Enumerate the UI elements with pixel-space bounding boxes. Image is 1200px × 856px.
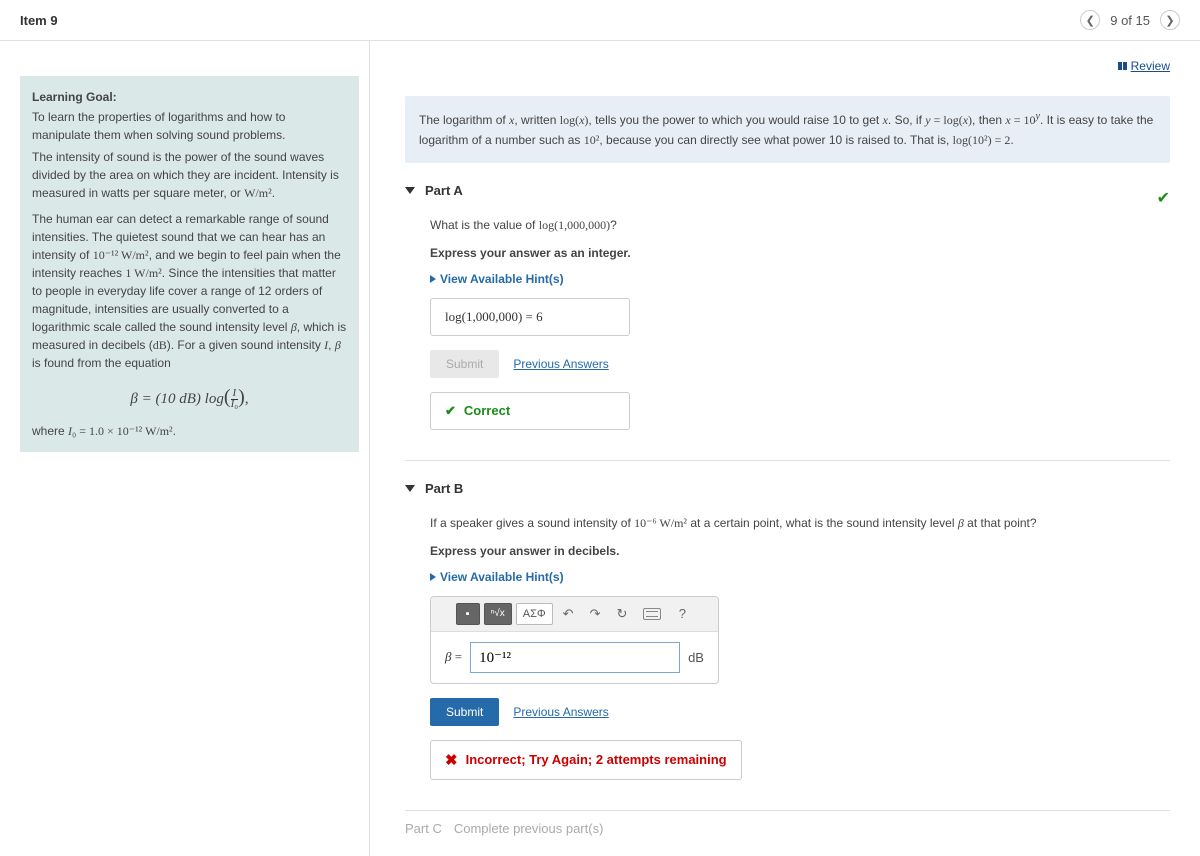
part-a-title: Part A bbox=[425, 183, 463, 198]
part-b-title: Part B bbox=[425, 481, 463, 496]
review-link[interactable]: Review bbox=[1118, 59, 1170, 73]
part-b-hints[interactable]: View Available Hint(s) bbox=[430, 570, 1170, 584]
keyboard-icon bbox=[643, 608, 661, 620]
collapse-icon bbox=[405, 187, 415, 194]
review-icon bbox=[1118, 62, 1127, 70]
undo-tool[interactable]: ↶ bbox=[557, 604, 580, 624]
part-b-question: If a speaker gives a sound intensity of … bbox=[430, 514, 1170, 532]
equation: β = (10 dB) log(II₀), bbox=[32, 382, 347, 412]
redo-tool[interactable]: ↷ bbox=[584, 604, 607, 624]
part-c-title: Part C bbox=[405, 821, 442, 836]
next-item-button[interactable]: ❯ bbox=[1160, 10, 1180, 30]
goal-subtitle: To learn the properties of logarithms an… bbox=[32, 108, 347, 144]
part-a-prev-answers[interactable]: Previous Answers bbox=[513, 357, 608, 371]
part-a-submit-button: Submit bbox=[430, 350, 499, 378]
part-a-instruction: Express your answer as an integer. bbox=[430, 244, 1157, 262]
goal-p2: The human ear can detect a remarkable ra… bbox=[32, 210, 347, 372]
unit-label: dB bbox=[688, 650, 704, 665]
answer-input-panel: ▪ ⁿ√x ΑΣΦ ↶ ↷ ↻ ? β = dB bbox=[430, 596, 719, 684]
part-a-answer: log(1,000,000) = 6 bbox=[430, 298, 630, 336]
check-icon: ✔ bbox=[445, 403, 456, 419]
collapse-icon bbox=[405, 485, 415, 492]
prev-item-button[interactable]: ❮ bbox=[1080, 10, 1100, 30]
part-c: Part C Complete previous part(s) bbox=[405, 810, 1170, 836]
part-b: Part B If a speaker gives a sound intens… bbox=[405, 460, 1170, 780]
goal-title: Learning Goal: bbox=[32, 88, 347, 106]
topbar: Item 9 ❮ 9 of 15 ❯ bbox=[0, 0, 1200, 41]
part-b-header[interactable]: Part B bbox=[405, 481, 1170, 496]
learning-goal-box: Learning Goal: To learn the properties o… bbox=[20, 76, 359, 452]
topbar-nav: ❮ 9 of 15 ❯ bbox=[1080, 10, 1180, 30]
part-b-instruction: Express your answer in decibels. bbox=[430, 542, 1170, 560]
part-b-answer-input[interactable] bbox=[470, 642, 680, 673]
part-b-feedback: ✖ Incorrect; Try Again; 2 attempts remai… bbox=[430, 740, 742, 780]
content: Review The logarithm of x, written log(x… bbox=[370, 41, 1200, 856]
part-a-question: What is the value of log(1,000,000)? bbox=[430, 216, 1157, 234]
part-b-submit-button[interactable]: Submit bbox=[430, 698, 499, 726]
part-c-note: Complete previous part(s) bbox=[454, 821, 604, 836]
keyboard-tool[interactable] bbox=[637, 606, 667, 622]
goal-p3: where I₀ = 1.0 × 10⁻¹² W/m². bbox=[32, 422, 347, 440]
item-title: Item 9 bbox=[20, 13, 58, 28]
symbols-tool[interactable]: ΑΣΦ bbox=[516, 603, 553, 625]
chevron-right-icon bbox=[430, 573, 436, 581]
radical-tool[interactable]: ⁿ√x bbox=[484, 603, 512, 625]
part-a-header[interactable]: Part A bbox=[405, 183, 1157, 198]
equation-toolbar: ▪ ⁿ√x ΑΣΦ ↶ ↷ ↻ ? bbox=[431, 597, 718, 632]
part-b-prev-answers[interactable]: Previous Answers bbox=[513, 705, 608, 719]
help-tool[interactable]: ? bbox=[671, 604, 693, 623]
part-a-status-icon: ✔ bbox=[1157, 188, 1170, 208]
part-a-feedback: ✔ Correct bbox=[430, 392, 630, 430]
sidebar: Learning Goal: To learn the properties o… bbox=[0, 41, 370, 856]
part-a-hints[interactable]: View Available Hint(s) bbox=[430, 272, 1157, 286]
intro-box: The logarithm of x, written log(x), tell… bbox=[405, 96, 1170, 163]
position-label: 9 of 15 bbox=[1110, 13, 1150, 28]
beta-label: β = bbox=[445, 649, 462, 665]
goal-p1: The intensity of sound is the power of t… bbox=[32, 148, 347, 202]
chevron-right-icon bbox=[430, 275, 436, 283]
cross-icon: ✖ bbox=[445, 751, 458, 769]
template-tool[interactable]: ▪ bbox=[456, 603, 480, 625]
part-a: Part A What is the value of log(1,000,00… bbox=[405, 183, 1170, 430]
reset-tool[interactable]: ↻ bbox=[610, 604, 633, 624]
